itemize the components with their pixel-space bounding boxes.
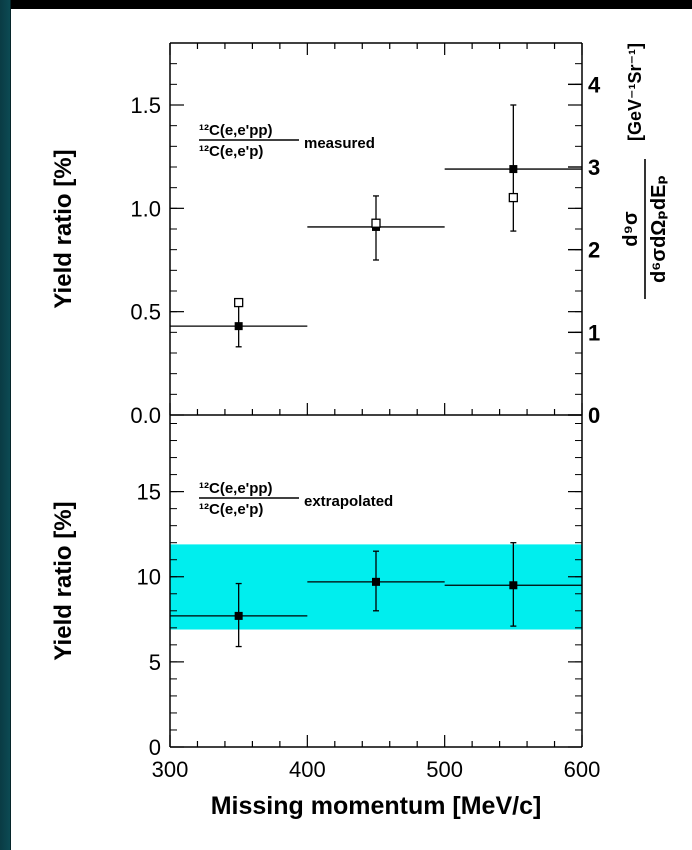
data-point-open-square: [234, 297, 244, 308]
data-point-filled-square: [372, 577, 380, 586]
annotation-numerator: ¹²C(e,e'pp): [199, 122, 273, 139]
right-y-tick-label: 3: [588, 155, 600, 180]
annotation-denominator: ¹²C(e,e'p): [199, 143, 263, 160]
annotation-numerator: ¹²C(e,e'pp): [199, 480, 273, 497]
x-tick-label: 300: [152, 757, 189, 782]
data-point-filled-square: [234, 611, 243, 620]
x-axis-title: Missing momentum [MeV/c]: [211, 792, 542, 820]
annotation-suffix: extrapolated: [304, 493, 393, 510]
y-tick-label: 1.0: [130, 196, 161, 221]
right-axis-label-denominator: d⁶σdΩₚdEₚ: [648, 175, 670, 283]
data-point-filled-square: [509, 165, 518, 174]
data-point-filled-square: [509, 581, 518, 590]
y-axis-title: Yield ratio [%]: [50, 149, 77, 308]
y-tick-label: 0.0: [130, 403, 161, 428]
panel-top: 0.0 0.5 1.0 1.5 Yield ratio [%] ¹²C(e,e'pp) ¹²…: [50, 42, 583, 428]
y-tick-label: 1.5: [130, 93, 161, 118]
y-tick-label: 10: [137, 565, 161, 590]
yield-ratio-figure: 0.0 0.5 1.0 1.5 Yield ratio [%] ¹²C(e,e'pp) ¹²…: [50, 42, 670, 820]
x-tick-label: 400: [289, 757, 326, 782]
annotation-suffix: measured: [304, 135, 375, 152]
x-tick-label: 600: [564, 757, 601, 782]
y-tick-label: 15: [137, 480, 161, 505]
x-tick-label: 500: [426, 757, 463, 782]
figure-panel: 0.0 0.5 1.0 1.5 Yield ratio [%] ¹²C(e,e'pp) ¹²…: [11, 9, 692, 850]
y-axis-title: Yield ratio [%]: [50, 501, 77, 660]
right-y-tick-label: 4: [588, 72, 601, 97]
y-tick-label: 5: [149, 650, 161, 675]
right-axis-label: d⁹σ d⁶σdΩₚdEₚ [GeV⁻¹Sr⁻¹]: [620, 43, 670, 299]
right-y-tick-label: 1: [588, 320, 600, 345]
annotation-denominator: ¹²C(e,e'p): [199, 501, 263, 518]
panel-bottom: 0 5 10 15 Yield ratio [%] ¹²C(e,e'pp) ¹²C(e,e'…: [50, 415, 583, 760]
y-tick-label: 0: [149, 735, 161, 760]
data-point-open-square: [508, 192, 518, 203]
data-point-open-square: [371, 218, 381, 228]
data-point-filled-square: [234, 322, 243, 331]
right-axis-label-numerator: d⁹σ: [620, 211, 642, 247]
right-y-tick-label: 2: [588, 238, 600, 263]
right-y-tick-label: 0: [588, 403, 600, 428]
right-axis-label-units: [GeV⁻¹Sr⁻¹]: [625, 43, 645, 141]
y-tick-label: 0.5: [130, 300, 161, 325]
